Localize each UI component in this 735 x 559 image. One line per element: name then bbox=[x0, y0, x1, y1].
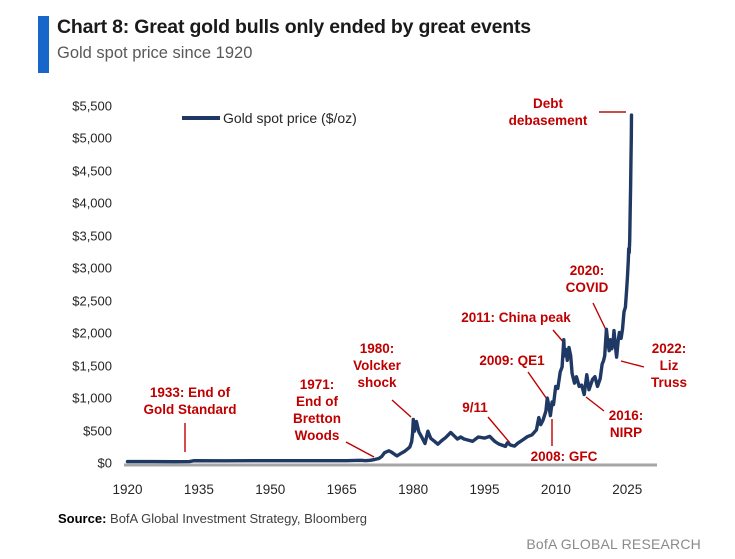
leader-nirp bbox=[585, 396, 605, 412]
annotation-volcker-shock: 1980: Volcker shock bbox=[353, 341, 401, 390]
y-tick-label: $1,000 bbox=[72, 390, 112, 406]
y-tick-label: $5,000 bbox=[72, 130, 112, 146]
source-label: Source: bbox=[58, 511, 107, 526]
x-tick-label: 2010 bbox=[540, 482, 571, 497]
y-tick-label: $500 bbox=[83, 423, 112, 439]
gold-price-line bbox=[125, 113, 634, 464]
x-tick-label: 1965 bbox=[326, 482, 357, 497]
y-tick-label: $2,500 bbox=[72, 293, 112, 309]
y-tick-label: $3,500 bbox=[72, 228, 112, 244]
gold-price-path bbox=[125, 113, 634, 464]
leader-covid bbox=[592, 302, 608, 333]
legend-label: Gold spot price ($/oz) bbox=[223, 110, 357, 126]
annotation-nine-eleven: 9/11 bbox=[462, 400, 488, 415]
annotation-china-peak: 2011: China peak bbox=[461, 310, 571, 325]
annotation-leader-lines bbox=[184, 111, 645, 458]
annotation-nirp: 2016: NIRP bbox=[608, 408, 644, 440]
leader-volcker-shock bbox=[391, 399, 412, 418]
y-tick-label: $1,500 bbox=[72, 358, 112, 374]
leader-qe1 bbox=[527, 371, 550, 403]
title-accent-bar bbox=[38, 16, 49, 73]
x-tick-label: 1920 bbox=[112, 482, 143, 497]
annotation-gold-standard: 1933: End of Gold Standard bbox=[143, 385, 237, 417]
annotation-qe1: 2009: QE1 bbox=[479, 353, 545, 368]
x-tick-label: 1980 bbox=[398, 482, 429, 497]
y-tick-label: $4,500 bbox=[72, 163, 112, 179]
y-tick-label: $4,000 bbox=[72, 195, 112, 211]
annotation-bretton-woods: 1971: End of Bretton Woods bbox=[293, 377, 341, 443]
y-tick-label: $0 bbox=[97, 455, 112, 471]
x-tick-label: 1935 bbox=[183, 482, 214, 497]
leader-nine-eleven bbox=[487, 416, 511, 444]
annotation-covid: 2020: COVID bbox=[565, 263, 609, 295]
x-tick-label: 1995 bbox=[469, 482, 500, 497]
x-tick-label: 2025 bbox=[612, 482, 643, 497]
annotation-liz-truss: 2022: Liz Truss bbox=[650, 341, 688, 390]
chart-title: Chart 8: Great gold bulls only ended by … bbox=[57, 16, 531, 38]
y-tick-label: $2,000 bbox=[72, 325, 112, 341]
y-tick-label: $3,000 bbox=[72, 260, 112, 276]
leader-bretton-woods bbox=[345, 441, 375, 458]
annotation-debt-debasement: Debt debasement bbox=[508, 96, 588, 128]
source-line: Source: BofA Global Investment Strategy,… bbox=[58, 511, 367, 526]
brand-footer: BofA GLOBAL RESEARCH bbox=[526, 536, 701, 552]
legend-line-icon bbox=[182, 116, 220, 120]
source-text: BofA Global Investment Strategy, Bloombe… bbox=[106, 511, 368, 526]
annotation-gfc: 2008: GFC bbox=[530, 449, 598, 464]
y-tick-label: $5,500 bbox=[72, 98, 112, 114]
leader-liz-truss bbox=[620, 360, 645, 368]
x-tick-label: 1950 bbox=[255, 482, 286, 497]
chart-subtitle: Gold spot price since 1920 bbox=[57, 44, 253, 62]
legend: Gold spot price ($/oz) bbox=[182, 110, 357, 126]
